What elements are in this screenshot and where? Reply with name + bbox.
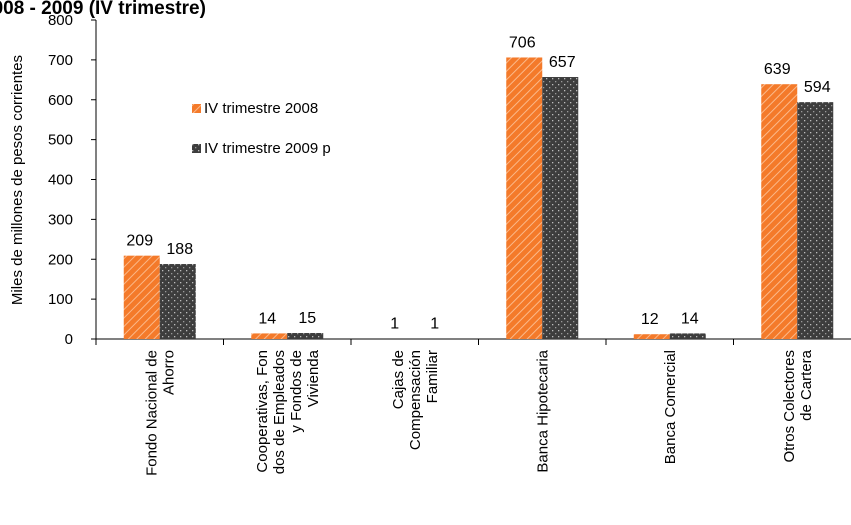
legend: IV trimestre 2008 IV trimestre 2009 p — [192, 100, 331, 157]
bar-2008 — [123, 255, 160, 339]
category-label: Banca Comercial — [662, 350, 679, 464]
category-label: Otros Colectoresde Cartera — [781, 349, 815, 462]
axes: 0 100 200 300 400 500 600 700 800 — [48, 12, 851, 348]
category-label: Cajas deCompensaciónFamiliar — [390, 350, 441, 450]
y-tick-label: 500 — [48, 132, 73, 149]
category-labels: Fondo Nacional deAhorro Cooperativas, Fon… — [143, 349, 815, 476]
y-axis-label: Miles de millones de pesos corrientes — [9, 55, 26, 305]
y-tick-label: 0 — [65, 331, 73, 348]
y-tick-label: 100 — [48, 291, 73, 308]
data-label: 14 — [258, 310, 276, 327]
bar-2008 — [761, 84, 798, 339]
category-label: Fondo Nacional deAhorro — [143, 350, 177, 476]
legend-swatch-2008 — [192, 104, 201, 113]
data-label: 706 — [509, 34, 536, 51]
data-labels: 209 14 1 706 12 639 188 15 1 657 14 594 — [126, 34, 830, 332]
y-tick-label: 800 — [48, 12, 73, 29]
y-tick-label: 200 — [48, 251, 73, 268]
y-tick-label: 700 — [48, 52, 73, 69]
bar-2009 — [287, 333, 324, 339]
bars — [123, 57, 834, 340]
y-tick-label: 600 — [48, 92, 73, 109]
legend-label: IV trimestre 2009 p — [204, 140, 331, 157]
data-label: 594 — [804, 79, 831, 96]
data-label: 639 — [764, 61, 791, 78]
data-label: 209 — [126, 233, 153, 250]
data-label: 12 — [641, 311, 659, 328]
category-label: Banca Hipotecaria — [534, 349, 551, 472]
bar-2009 — [669, 333, 706, 339]
bar-2009 — [159, 264, 196, 339]
data-label: 1 — [430, 316, 439, 333]
y-tick-label: 300 — [48, 211, 73, 228]
y-tick-label: 400 — [48, 172, 73, 189]
category-label: Cooperativas, Fondos de Empleadosy Fondo… — [254, 349, 322, 474]
legend-label: IV trimestre 2008 — [204, 100, 318, 117]
chart-title: 2008 - 2009 (IV trimestre) — [0, 0, 206, 19]
data-label: 657 — [549, 54, 576, 71]
bar-2009 — [542, 77, 579, 340]
data-label: 15 — [298, 310, 316, 327]
bar-2009 — [797, 102, 834, 339]
data-label: 1 — [390, 316, 399, 333]
bar-2008 — [251, 333, 288, 339]
bar-2008 — [633, 334, 670, 339]
legend-swatch-2009 — [192, 144, 201, 153]
bar-2008 — [506, 57, 543, 340]
data-label: 14 — [681, 310, 699, 327]
data-label: 188 — [166, 241, 193, 258]
